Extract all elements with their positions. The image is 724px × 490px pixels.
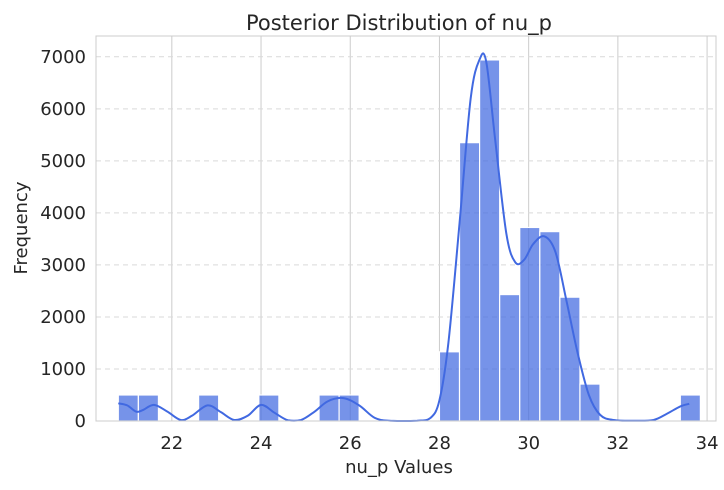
x-axis-label: nu_p Values [345,457,453,478]
x-tick-label: 28 [428,433,451,454]
histogram-bar [478,59,501,422]
kde-curve-group [118,52,690,422]
x-tick-label: 24 [250,433,273,454]
histogram-bar [499,293,521,422]
x-tick-label: 26 [339,433,362,454]
y-axis-label: Frequency [11,181,32,274]
axes [95,35,717,422]
histogram-bars [117,59,701,422]
histogram-bar [137,394,160,422]
kde-curve [118,52,690,422]
x-tick-label: 30 [517,433,540,454]
y-tick-label: 1000 [40,359,86,380]
histogram-bar [519,226,541,422]
y-tick-label: 0 [75,411,86,432]
chart-title: Posterior Distribution of nu_p [246,11,552,36]
y-tick-label: 4000 [40,203,86,224]
grid [96,36,716,422]
y-tick-label: 7000 [40,47,86,68]
histogram-bar [579,383,601,422]
y-tick-label: 2000 [40,307,86,328]
x-tick-label: 34 [696,433,719,454]
y-tick-label: 6000 [40,99,86,120]
histogram-bar [117,394,139,422]
y-tick-label: 5000 [40,151,86,172]
x-tick-label: 32 [606,433,629,454]
histogram-bar [679,394,701,422]
x-tick-label: 22 [160,433,183,454]
plot-frame [95,35,717,422]
y-tick-label: 3000 [40,255,86,276]
tick-labels: 22 24 26 28 30 32 34 0 1000 2000 3000 4000 5000 6000 7… [40,47,718,454]
